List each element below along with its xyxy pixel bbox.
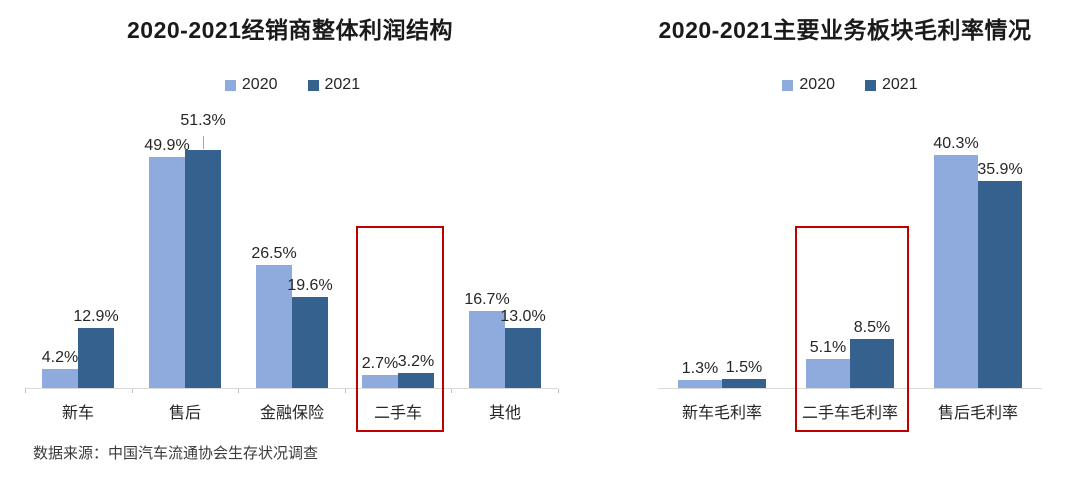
data-source-note: 数据来源：中国汽车流通协会生存状况调查 (33, 445, 319, 462)
x-axis-line (25, 388, 558, 389)
label-leader-line (203, 136, 204, 149)
x-axis-tick (558, 389, 559, 393)
value-label: 1.5% (725, 359, 763, 376)
legend-swatch-2020-icon (782, 79, 794, 91)
legend-label-2020: 2020 (799, 76, 835, 93)
category-label: 二手车 (373, 405, 422, 422)
bar-2020 (362, 375, 398, 388)
left-chart-title: 2020-2021经销商整体利润结构 (127, 17, 453, 43)
value-label: 26.5% (251, 245, 297, 262)
bar-2020 (42, 369, 78, 388)
category-label: 新车毛利率 (681, 405, 762, 422)
value-label: 8.5% (853, 319, 891, 336)
value-label: 49.9% (144, 137, 190, 154)
legend-item-2020: 2020 (224, 76, 278, 94)
value-label: 19.6% (287, 277, 333, 294)
bar-2021 (398, 373, 434, 388)
category-label: 新车 (61, 405, 94, 422)
bar-2020 (934, 155, 978, 388)
legend-item-2021: 2021 (307, 76, 361, 94)
bar-2021 (292, 297, 328, 388)
right-chart-legend: 2020 2021 (658, 76, 1042, 94)
legend-item-2020: 2020 (782, 76, 835, 94)
bar-2020 (678, 380, 722, 388)
x-axis-tick (345, 389, 346, 393)
bar-2021 (850, 339, 894, 388)
x-axis-tick (25, 389, 26, 393)
x-axis-tick (238, 389, 239, 393)
bar-2021 (722, 379, 766, 388)
category-label: 金融保险 (259, 405, 324, 422)
bar-2021 (185, 150, 221, 388)
value-label: 35.9% (977, 161, 1023, 178)
category-label: 售后 (168, 405, 201, 422)
x-axis-tick (451, 389, 452, 393)
value-label: 12.9% (73, 308, 119, 325)
bar-2020 (149, 157, 185, 388)
value-label: 13.0% (500, 308, 546, 325)
value-label: 5.1% (809, 339, 847, 356)
value-label: 1.3% (681, 360, 719, 377)
value-label: 16.7% (464, 291, 510, 308)
category-label: 售后毛利率 (937, 405, 1018, 422)
legend-swatch-2020-icon (224, 79, 236, 91)
bar-2020 (469, 311, 505, 388)
legend-label-2021: 2021 (882, 76, 918, 93)
bar-2020 (256, 265, 292, 388)
value-label: 51.3% (180, 112, 226, 129)
bar-2021 (505, 328, 541, 388)
bar-2020 (806, 359, 850, 388)
bar-2021 (78, 328, 114, 388)
category-label: 其他 (488, 405, 521, 422)
value-label: 40.3% (933, 135, 979, 152)
legend-label-2020: 2020 (241, 76, 278, 93)
legend-swatch-2021-icon (865, 79, 876, 91)
value-label: 4.2% (41, 349, 79, 366)
bar-2021 (978, 181, 1022, 388)
x-axis-tick (132, 389, 133, 393)
legend-item-2021: 2021 (865, 76, 918, 94)
left-chart-legend: 2020 2021 (25, 76, 560, 94)
legend-label-2021: 2021 (324, 76, 361, 93)
x-axis-line (658, 388, 1042, 389)
legend-swatch-2021-icon (307, 79, 319, 91)
right-chart-title: 2020-2021主要业务板块毛利率情况 (658, 17, 1032, 43)
highlight-box (795, 226, 909, 432)
highlight-box (356, 226, 444, 432)
value-label: 2.7% (361, 355, 399, 372)
category-label: 二手车毛利率 (801, 405, 898, 422)
value-label: 3.2% (397, 353, 435, 370)
